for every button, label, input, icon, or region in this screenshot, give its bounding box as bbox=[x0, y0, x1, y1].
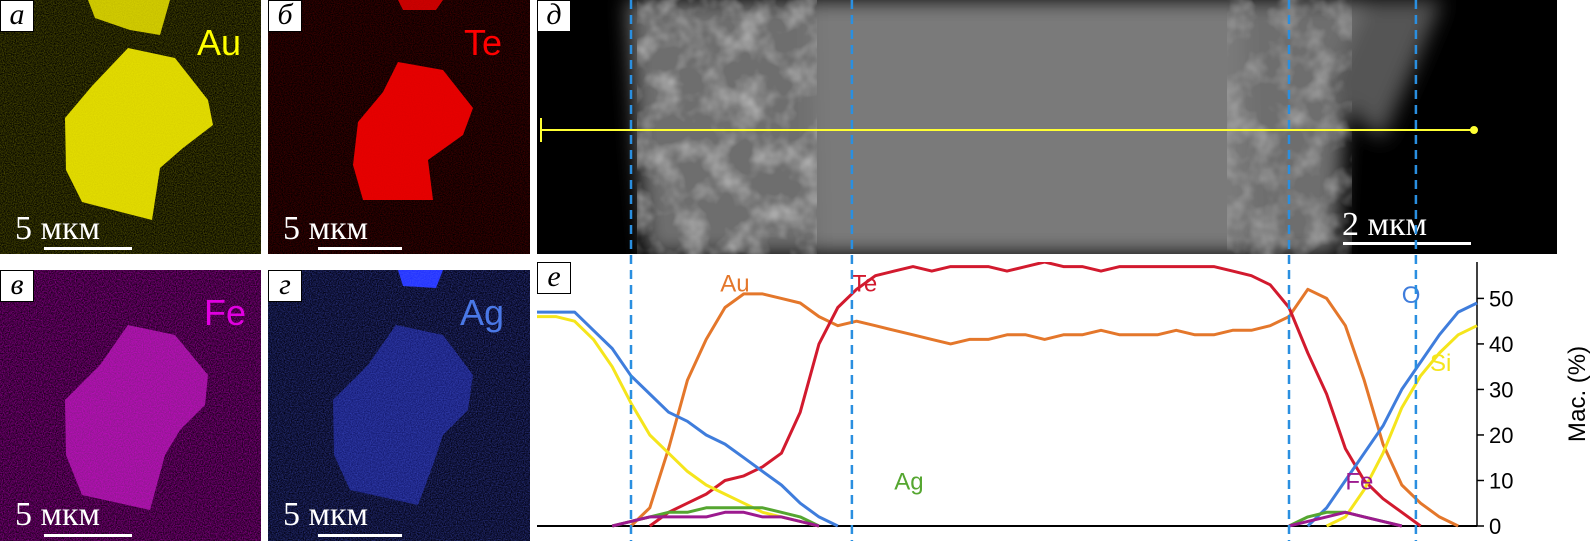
element-label-ag: Ag bbox=[460, 292, 505, 333]
scale-label-b: 5 мкм bbox=[283, 210, 369, 247]
line-profile-chart: 0 10 20 30 40 50 Мас. (%) Au Te O Si Ag Fe bbox=[537, 262, 1591, 539]
series-label-fe: Fe bbox=[1345, 469, 1373, 496]
panel-label-g: г bbox=[268, 270, 302, 302]
series-line-te bbox=[648, 262, 1422, 528]
au-distribution-map bbox=[0, 0, 261, 254]
series-line-o bbox=[537, 301, 1478, 528]
series-line-fe bbox=[611, 510, 1403, 528]
scale-bar-g bbox=[318, 534, 402, 537]
series-line-au bbox=[629, 287, 1459, 528]
scale-bar-b bbox=[318, 247, 402, 250]
scale-bar-a bbox=[44, 247, 132, 250]
scale-bar-v bbox=[44, 534, 132, 537]
scale-label-d: 2 мкм bbox=[1342, 206, 1428, 243]
panel-label-e: е bbox=[537, 262, 571, 294]
panel-label-v: в bbox=[0, 270, 34, 302]
y-tick-label-30: 30 bbox=[1489, 377, 1513, 402]
scale-label-a: 5 мкм bbox=[15, 210, 101, 247]
panel-label-b: б bbox=[268, 0, 302, 32]
series-label-au: Au bbox=[720, 271, 749, 298]
y-axis-title: Мас. (%) bbox=[1564, 346, 1591, 442]
scale-label-g: 5 мкм bbox=[283, 496, 369, 533]
y-tick-label-0: 0 bbox=[1489, 514, 1501, 539]
y-tick-label-40: 40 bbox=[1489, 332, 1513, 357]
map-panel-fe: в Fe 5 мкм bbox=[0, 270, 261, 541]
element-label-fe: Fe bbox=[204, 292, 247, 333]
series-label-si: Si bbox=[1430, 350, 1451, 377]
y-tick-label-20: 20 bbox=[1489, 423, 1513, 448]
y-tick-label-10: 10 bbox=[1489, 468, 1513, 493]
series-line-si bbox=[537, 315, 1478, 528]
series-line-ag bbox=[611, 506, 1403, 528]
fe-distribution-map bbox=[0, 270, 261, 541]
map-panel-ag: г Ag 5 мкм bbox=[268, 270, 530, 541]
y-tick-label-50: 50 bbox=[1489, 286, 1513, 311]
te-distribution-map bbox=[268, 0, 530, 254]
panel-label-d: д bbox=[537, 0, 571, 32]
sem-image-panel: д 2 мкм bbox=[537, 0, 1557, 254]
ag-distribution-map bbox=[268, 270, 530, 541]
map-panel-au: а Au 5 мкм bbox=[0, 0, 261, 254]
series-label-ag: Ag bbox=[894, 469, 923, 496]
sem-grain-image bbox=[537, 0, 1557, 254]
series-label-te: Te bbox=[852, 271, 877, 298]
scale-label-v: 5 мкм bbox=[15, 496, 101, 533]
series-label-o: O bbox=[1402, 282, 1421, 309]
scale-bar-d bbox=[1343, 242, 1471, 245]
map-panel-te: б Te 5 мкм bbox=[268, 0, 530, 254]
element-label-te: Te bbox=[464, 22, 503, 63]
element-label-au: Au bbox=[197, 22, 242, 63]
panel-label-a: а bbox=[0, 0, 34, 32]
